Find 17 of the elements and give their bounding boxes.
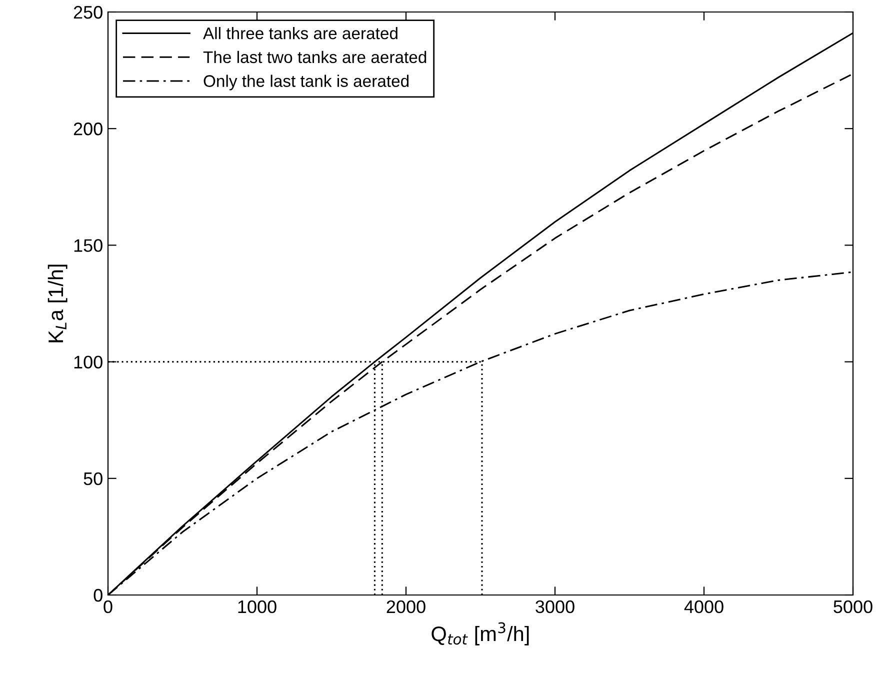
x-tick-label: 4000 [684, 600, 724, 614]
legend-label: The last two tanks are aerated [203, 50, 426, 64]
legend-label: Only the last tank is aerated [204, 74, 409, 90]
y-tick-label: 250 [74, 6, 102, 19]
x-tick-label: 3000 [536, 600, 574, 614]
y-tick-label: 200 [74, 122, 102, 136]
x-axis-title: Q$_{tot}$ [m$^{3}$/h] [432, 622, 529, 646]
y-tick-label: 100 [74, 356, 102, 369]
x-tick-label: 0 [104, 600, 112, 614]
y-tick-label: 150 [74, 239, 102, 252]
y-tick-label: 0 [94, 588, 102, 602]
legend-label: All three tanks are aerated [203, 27, 398, 40]
x-tick-label: 2000 [386, 600, 426, 614]
x-tick-label: 5000 [834, 600, 872, 614]
y-axis-title: K$_{L}$a [1/h] [48, 264, 68, 342]
y-tick-label: 50 [84, 472, 102, 486]
x-tick-label: 1000 [238, 600, 276, 614]
